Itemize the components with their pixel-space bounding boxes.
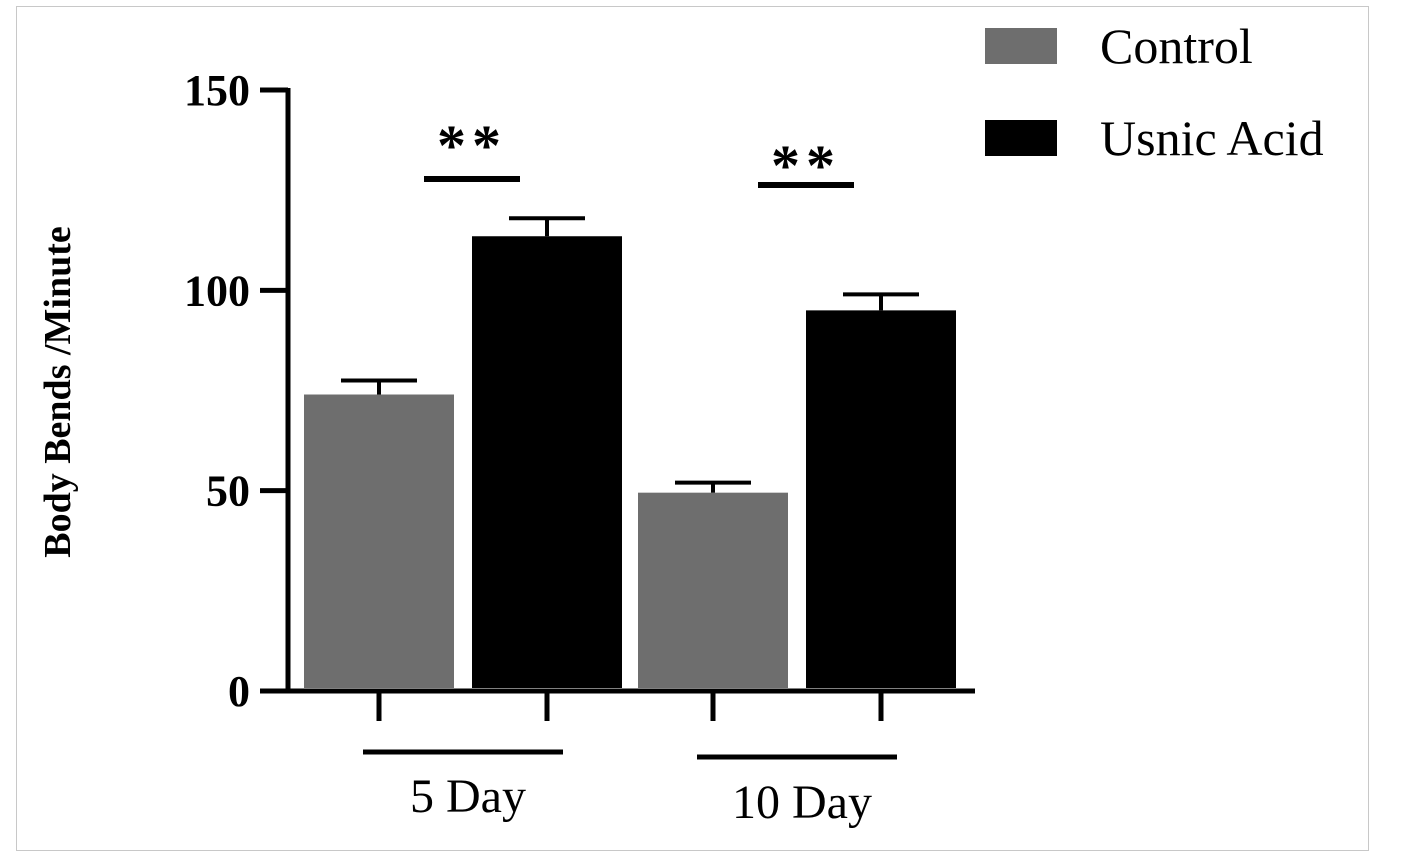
bar <box>638 492 788 688</box>
figure-frame <box>16 6 1369 851</box>
bar <box>304 394 454 688</box>
bar <box>806 310 956 688</box>
bars <box>304 216 956 688</box>
bar <box>472 236 622 688</box>
x-axis: 5 Day 10 Day <box>260 688 975 829</box>
y-axis: 0 50 100 150 <box>184 66 291 716</box>
legend-label: Usnic Acid <box>1100 110 1324 166</box>
y-axis-label: Body Bends /Minute <box>37 226 79 558</box>
legend-swatch <box>985 28 1057 64</box>
y-tick-label: 50 <box>206 467 250 516</box>
significance-stars: ** <box>771 133 841 198</box>
x-group-label: 10 Day <box>732 776 872 829</box>
legend: Control Usnic Acid <box>985 18 1324 166</box>
x-group-label: 5 Day <box>410 770 526 823</box>
legend-swatch <box>985 120 1057 156</box>
y-tick-label: 150 <box>184 66 250 115</box>
y-tick-label: 100 <box>184 266 250 315</box>
legend-label: Control <box>1100 18 1253 74</box>
y-tick-label: 0 <box>228 667 250 716</box>
significance-annotations: ** ** <box>424 113 854 198</box>
significance-stars: ** <box>437 113 507 178</box>
